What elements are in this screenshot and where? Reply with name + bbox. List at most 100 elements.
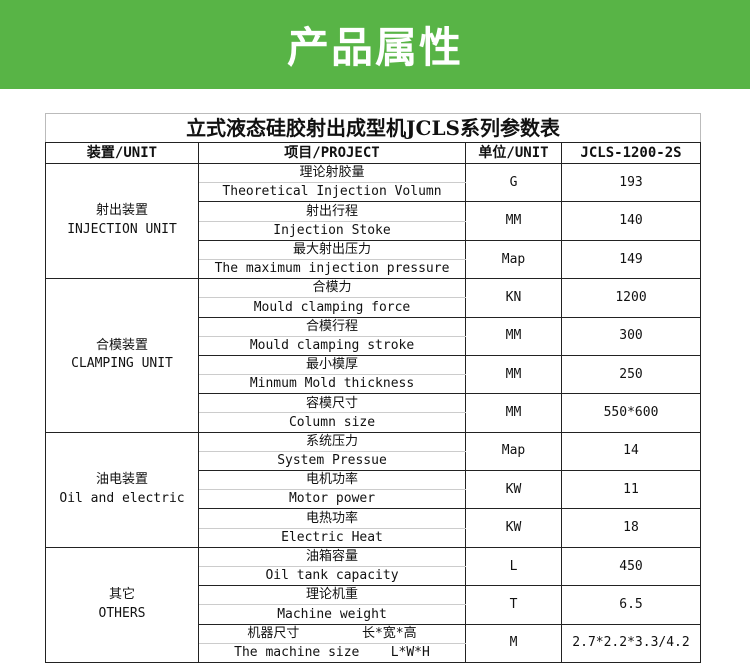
item-value: 6.5 <box>560 585 702 625</box>
item-name-cn: 电机功率 <box>198 470 466 491</box>
table-row: 电机功率 KW 11 <box>46 469 702 510</box>
item-value: 2.7*2.2*3.3/4.2 <box>560 623 702 663</box>
item-name-en: The machine size L*W*H <box>198 643 466 663</box>
table-header-row: 装置/UNIT 项目/PROJECT 单位/UNIT JCLS-1200-2S <box>45 142 702 164</box>
item-value: 14 <box>560 431 702 472</box>
table-row: 射出行程 MM 140 <box>46 201 702 241</box>
header-project: 项目/PROJECT <box>198 142 466 164</box>
item-unit: KW <box>465 469 562 510</box>
item-name-en: Mould clamping force <box>198 297 466 318</box>
table-row-sub: System Pressue <box>46 451 701 472</box>
group-name-en: CLAMPING UNIT <box>71 356 173 372</box>
header-device: 装置/UNIT <box>45 142 199 164</box>
item-value: 450 <box>560 546 702 587</box>
table-row: 合模行程 MM 300 <box>46 316 702 356</box>
item-unit: M <box>465 623 562 663</box>
banner-title: 产品属性 <box>286 23 463 72</box>
item-name-en: Theoretical Injection Volumn <box>198 182 466 203</box>
table-row-sub: Mould clamping stroke <box>46 336 701 356</box>
group-cell: 射出装置 INJECTION UNIT <box>45 162 199 280</box>
item-name-en: Column size <box>198 412 466 433</box>
item-value: 250 <box>560 354 702 395</box>
item-name-cn: 射出行程 <box>198 201 466 222</box>
group-cell: 其它 OTHERS <box>45 546 199 663</box>
table-row-sub: Injection Stoke <box>46 221 701 241</box>
header-model: JCLS-1200-2S <box>560 142 702 164</box>
item-unit: KN <box>465 278 562 318</box>
item-name-en: Injection Stoke <box>198 221 466 241</box>
item-name-cn: 电热功率 <box>198 508 466 529</box>
group-cell: 油电装置 Oil and electric <box>45 431 199 548</box>
item-value: 300 <box>560 316 702 356</box>
group-name-cn: 合模装置 <box>95 337 148 353</box>
group-name-cn: 射出装置 <box>95 203 148 219</box>
table-row: 理论机重 T 6.5 <box>46 585 702 625</box>
table-row: 机器尺寸 长*宽*高 M 2.7*2.2*3.3/4.2 <box>46 623 702 663</box>
item-name-cn: 最大射出压力 <box>198 240 466 260</box>
item-value: 1200 <box>560 278 702 318</box>
table-row-sub: The maximum injection pressure <box>46 259 701 280</box>
table-row: 最大射出压力 Map 149 <box>46 239 702 280</box>
item-name-en: Electric Heat <box>198 528 466 548</box>
item-unit: T <box>465 585 562 625</box>
item-value: 193 <box>560 162 702 203</box>
table-row-sub: Oil tank capacity <box>46 566 701 587</box>
item-unit: G <box>465 162 562 203</box>
group-name-en: INJECTION UNIT <box>67 222 177 238</box>
table-row-sub: Column size <box>46 412 701 433</box>
item-name-cn: 最小模厚 <box>198 355 466 376</box>
table-row: 最小模厚 MM 250 <box>46 354 702 395</box>
item-value: 550*600 <box>560 393 702 433</box>
parameter-table: 立式液态硅胶射出成型机JCLS系列参数表 装置/UNIT 项目/PROJECT … <box>44 113 702 663</box>
item-name-cn: 理论射胶量 <box>198 163 466 184</box>
item-name-en: Oil tank capacity <box>198 566 466 587</box>
item-name-en: The maximum injection pressure <box>198 259 466 280</box>
table-row: 其它 OTHERS 油箱容量 L 450 <box>45 546 702 663</box>
table-row: 合模装置 CLAMPING UNIT 合模力 KN 1200 <box>45 278 702 433</box>
table-row: 油电装置 Oil and electric 系统压力 Map 14 <box>45 431 702 548</box>
section-banner: 产品属性 <box>0 0 750 89</box>
item-name-en: Motor power <box>198 489 466 510</box>
item-unit: Map <box>465 431 562 472</box>
item-unit: L <box>465 546 562 587</box>
item-value: 11 <box>560 469 702 510</box>
item-value: 149 <box>560 239 702 280</box>
table-row-sub: Minmum Mold thickness <box>46 374 701 395</box>
group-name-en: OTHERS <box>98 605 146 621</box>
item-name-en: System Pressue <box>198 451 466 472</box>
item-unit: MM <box>465 393 562 433</box>
item-unit: Map <box>465 239 562 280</box>
item-unit: MM <box>465 316 562 356</box>
group-name-cn: 其它 <box>108 586 135 602</box>
item-name-en: Mould clamping stroke <box>198 336 466 356</box>
item-name-cn: 系统压力 <box>198 432 466 452</box>
table-row-sub: Electric Heat <box>46 528 701 548</box>
group-cell: 合模装置 CLAMPING UNIT <box>45 278 199 433</box>
table-row-sub: Theoretical Injection Volumn <box>46 182 701 203</box>
item-unit: MM <box>465 201 562 241</box>
table-row-sub: Motor power <box>46 489 701 510</box>
item-name-cn: 油箱容量 <box>198 547 466 567</box>
item-value: 18 <box>560 508 702 548</box>
table-row-sub: Mould clamping force <box>46 297 701 318</box>
group-name-en: Oil and electric <box>59 490 185 506</box>
table-row-sub: Machine weight <box>46 604 701 625</box>
group-name-cn: 油电装置 <box>95 471 148 487</box>
table-title: 立式液态硅胶射出成型机JCLS系列参数表 <box>44 113 702 143</box>
header-unit: 单位/UNIT <box>465 142 562 164</box>
item-unit: MM <box>465 354 562 395</box>
table-row: 容模尺寸 MM 550*600 <box>46 393 702 433</box>
table-row-sub: The machine size L*W*H <box>46 643 701 663</box>
table-row: 射出装置 INJECTION UNIT 理论射胶量 G 193 <box>45 162 702 280</box>
table-title-row: 立式液态硅胶射出成型机JCLS系列参数表 <box>44 113 702 143</box>
item-value: 140 <box>560 201 702 241</box>
item-name-cn: 容模尺寸 <box>198 393 466 414</box>
table-row: 电热功率 KW 18 <box>46 508 702 548</box>
item-name-en: Minmum Mold thickness <box>198 374 466 395</box>
item-name-cn: 理论机重 <box>198 585 466 606</box>
item-name-en: Machine weight <box>198 604 466 625</box>
item-name-cn: 合模行程 <box>198 317 466 337</box>
item-name-cn: 机器尺寸 长*宽*高 <box>198 624 466 644</box>
item-unit: KW <box>465 508 562 548</box>
item-name-cn: 合模力 <box>198 278 466 299</box>
